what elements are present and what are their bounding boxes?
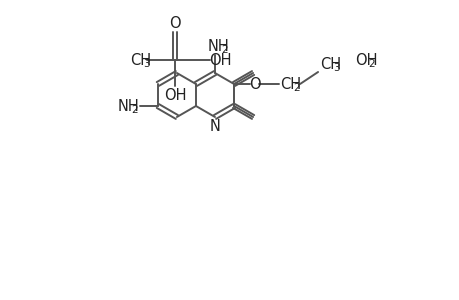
Text: 3: 3 — [143, 59, 149, 69]
Text: OH: OH — [208, 52, 231, 68]
Text: 2: 2 — [220, 45, 227, 55]
Text: OH: OH — [163, 88, 186, 103]
Text: 3: 3 — [332, 63, 339, 73]
Text: 2: 2 — [367, 59, 374, 69]
Text: 2: 2 — [292, 83, 299, 93]
Text: OH: OH — [354, 52, 377, 68]
Text: O: O — [249, 76, 260, 92]
Text: NH: NH — [118, 98, 139, 113]
Text: CH: CH — [319, 56, 341, 71]
Text: NH: NH — [207, 38, 229, 53]
Text: CH: CH — [130, 52, 151, 68]
Text: 2: 2 — [130, 105, 137, 115]
Text: CH: CH — [280, 76, 301, 92]
Text: N: N — [209, 118, 220, 134]
Text: O: O — [169, 16, 180, 31]
